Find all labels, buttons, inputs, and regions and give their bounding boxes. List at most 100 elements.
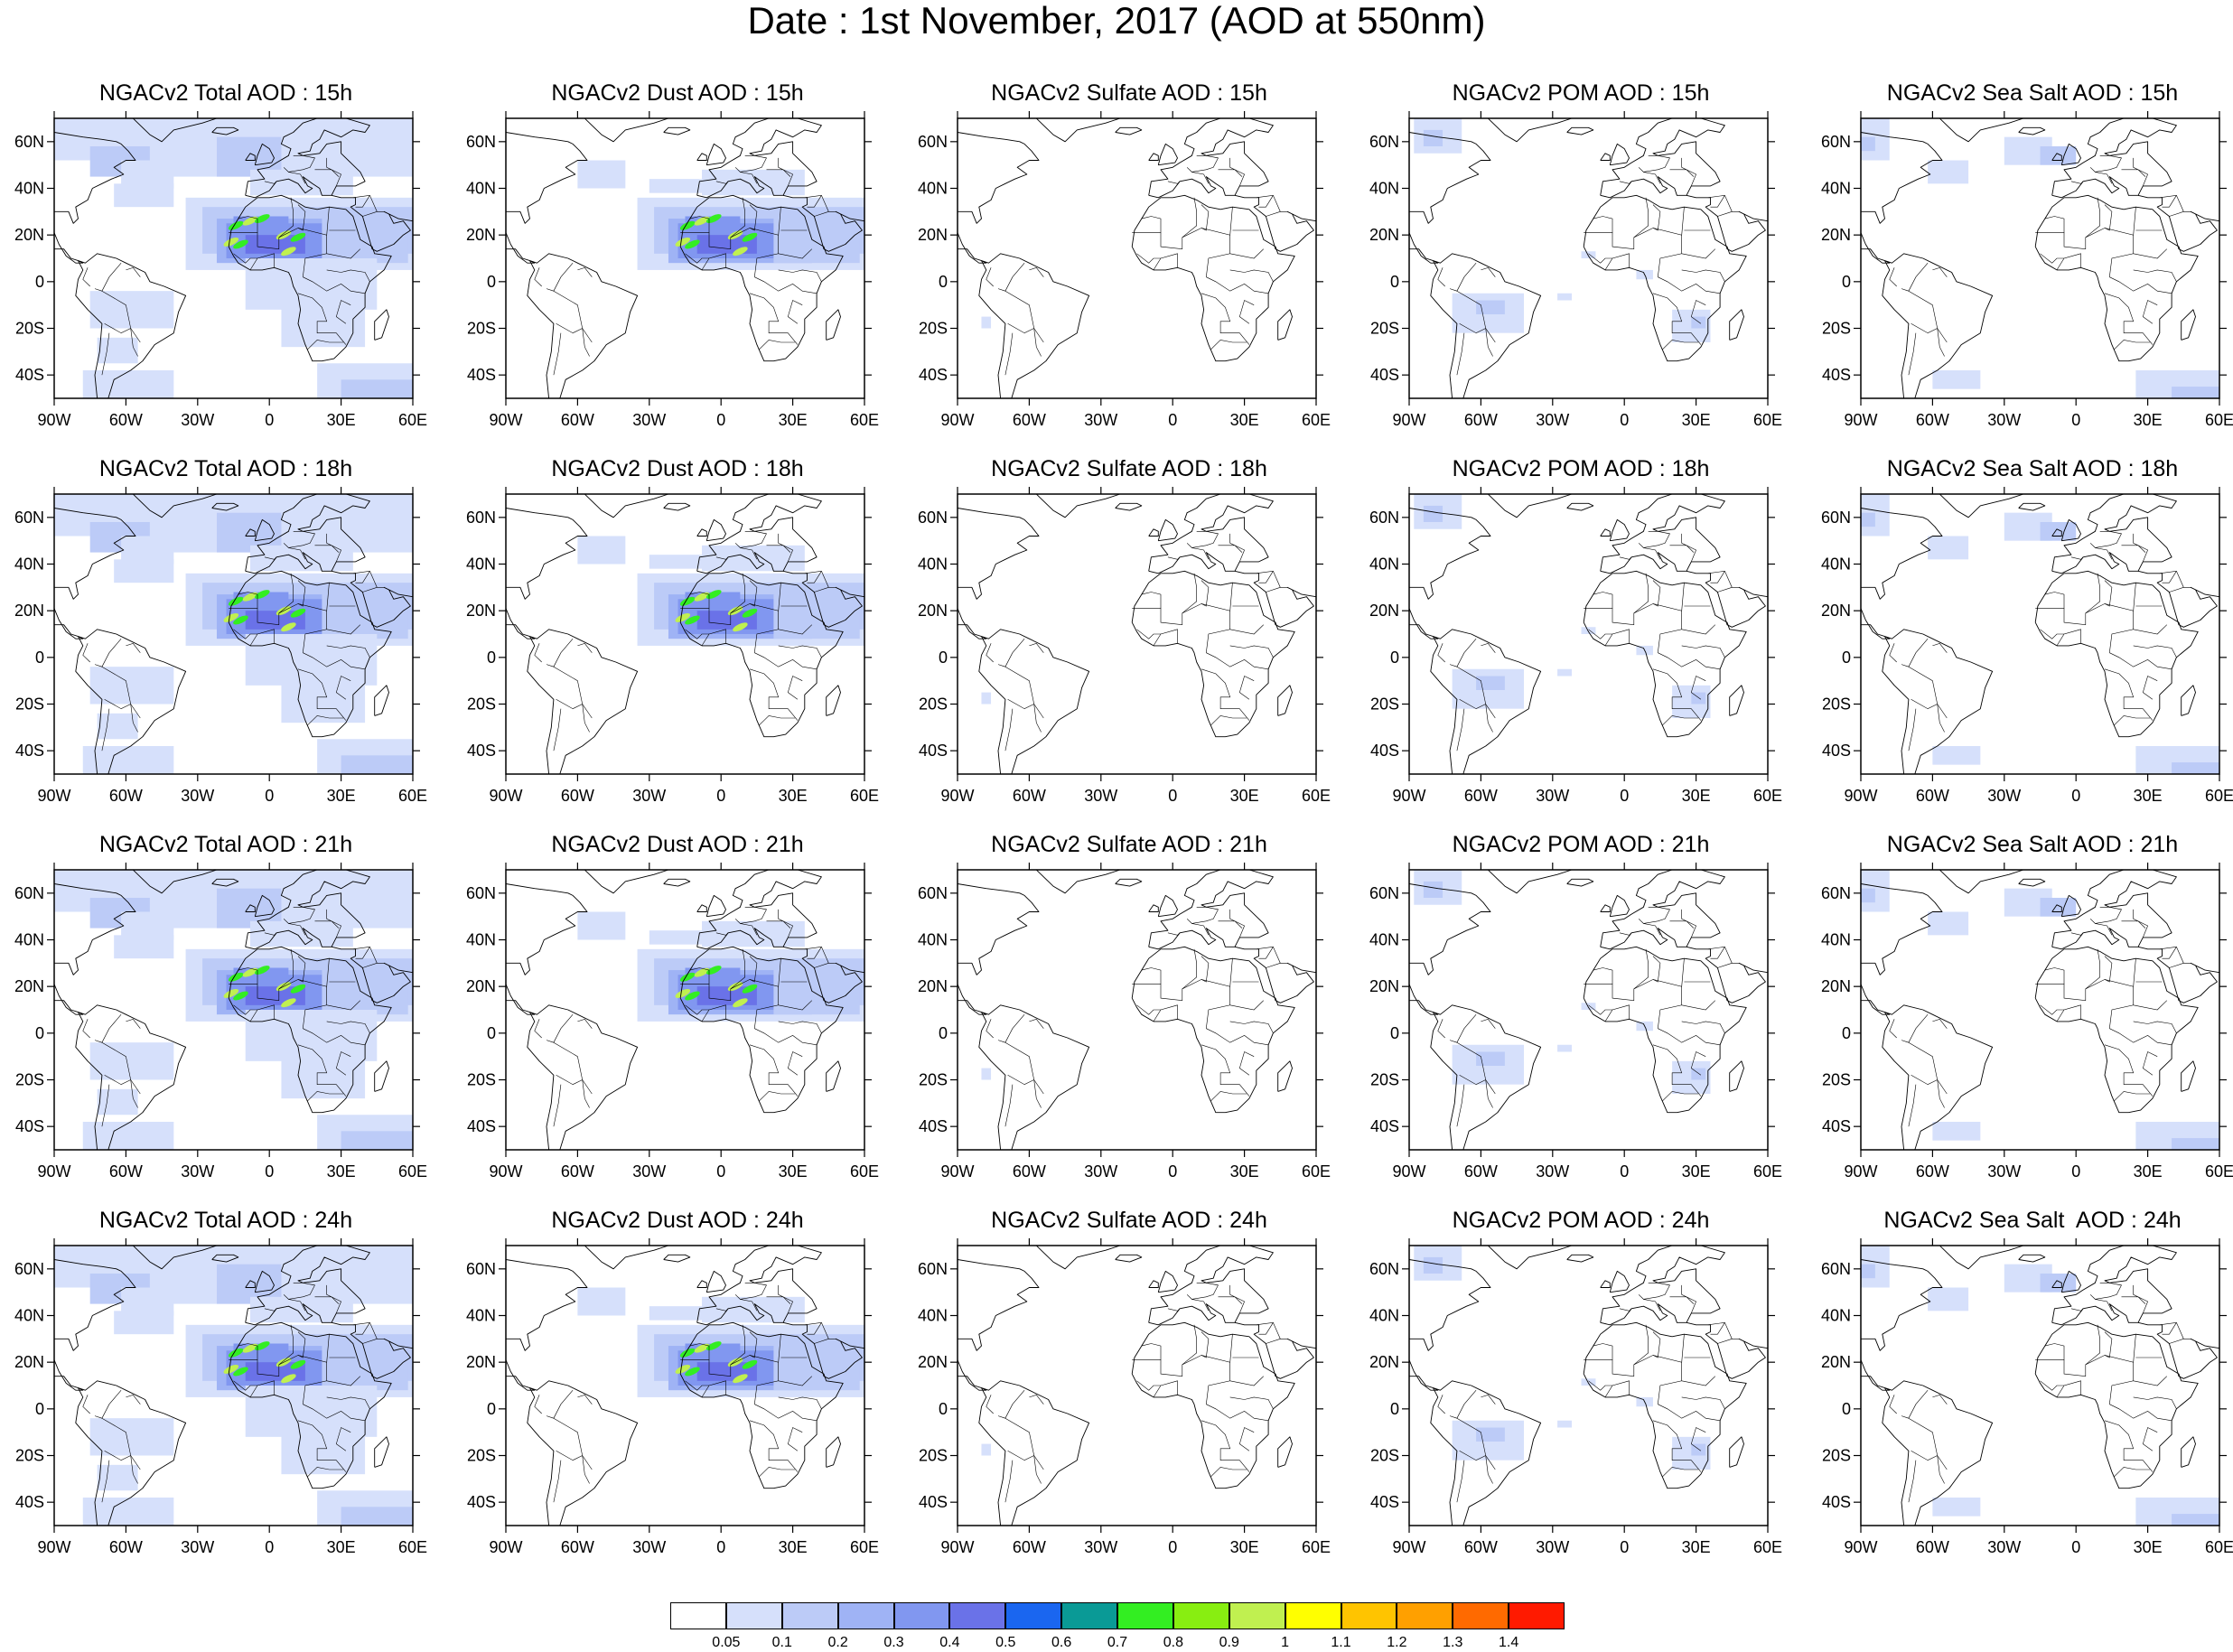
lon-tick-label: 60E	[398, 787, 427, 805]
lat-tick-label: 40S	[1822, 742, 1851, 760]
lon-tick-label: 90W	[489, 411, 522, 429]
lon-tick-label: 60E	[398, 1538, 427, 1556]
colorbar-swatch	[1341, 1602, 1397, 1629]
lon-tick-label: 30W	[1084, 787, 1117, 805]
lon-tick-label: 30E	[2134, 1162, 2163, 1181]
map-panel: NGACv2 Total AOD : 18h 60N 40N 20N 0 20S 40S 90…	[0, 455, 452, 817]
map-frame	[1860, 869, 2220, 1151]
lon-tick-label: 0	[1168, 411, 1177, 429]
lon-tick-label: 60W	[1013, 1162, 1046, 1181]
lon-tick-label: 60E	[2205, 411, 2233, 429]
lat-tick-label: 40N	[14, 180, 44, 198]
aod-field	[577, 536, 864, 646]
lat-tick-label: 20S	[1370, 1447, 1399, 1465]
lon-tick-label: 90W	[1392, 411, 1425, 429]
panel-title: NGACv2 Dust AOD : 24h	[551, 1208, 804, 1233]
map-frame	[505, 1245, 865, 1526]
lon-tick-label: 0	[1620, 411, 1629, 429]
coastlines	[958, 494, 1316, 774]
country-borders	[82, 531, 385, 751]
aod-map: 60N 40N 20N 0 20S 40S 90W 60W 30W 0 30E 60E	[1821, 1238, 2233, 1556]
lat-tick-label: 60N	[918, 884, 948, 902]
lat-tick-label: 0	[487, 1024, 496, 1042]
lat-tick-label: 0	[35, 1400, 44, 1418]
panel-title: NGACv2 POM AOD : 21h	[1452, 832, 1710, 857]
lat-tick-label: 20N	[1369, 977, 1399, 995]
lat-tick-label: 60N	[1369, 509, 1399, 527]
lon-tick-label: 90W	[1844, 1538, 1877, 1556]
lat-tick-label: 20S	[1822, 320, 1851, 338]
lat-tick-label: 0	[939, 1024, 948, 1042]
lon-tick-label: 60W	[1013, 787, 1046, 805]
colorbar-label: 0.9	[1219, 1635, 1239, 1650]
lat-tick-label: 40S	[919, 1117, 948, 1135]
colorbar-label: 1.2	[1387, 1635, 1407, 1650]
lat-tick-label: 0	[35, 273, 44, 291]
lat-tick-label: 40S	[1370, 742, 1399, 760]
lat-tick-label: 0	[939, 1400, 948, 1418]
lat-tick-label: 40S	[467, 1117, 496, 1135]
panel-title: NGACv2 Total AOD : 21h	[98, 832, 353, 857]
lat-tick-label: 60N	[466, 133, 496, 151]
lon-tick-label: 30W	[181, 411, 214, 429]
lon-tick-label: 60W	[1013, 411, 1046, 429]
map-frame	[957, 869, 1317, 1151]
lat-tick-label: 40N	[1821, 1307, 1851, 1325]
coastlines	[54, 494, 413, 774]
lat-tick-label: 20N	[1821, 1353, 1851, 1371]
lon-tick-label: 30W	[1084, 1538, 1117, 1556]
country-borders	[1437, 907, 1740, 1127]
lon-tick-label: 60W	[1916, 1162, 1949, 1181]
country-borders	[1889, 907, 2191, 1127]
lat-tick-label: 0	[1390, 1024, 1399, 1042]
lon-tick-label: 60W	[109, 1538, 143, 1556]
lat-tick-label: 40N	[1821, 931, 1851, 949]
figure-title: Date : 1st November, 2017 (AOD at 550nm)	[747, 0, 1486, 42]
country-borders	[82, 1283, 385, 1503]
lat-tick-label: 40S	[919, 742, 948, 760]
lon-tick-label: 60W	[1013, 1538, 1046, 1556]
coastlines	[1861, 118, 2219, 398]
lon-tick-label: 60E	[398, 1162, 427, 1181]
lon-tick-label: 60E	[2205, 1162, 2233, 1181]
lon-tick-label: 0	[2071, 1538, 2080, 1556]
lat-tick-label: 60N	[14, 133, 44, 151]
map-frame	[957, 1245, 1317, 1526]
colorbar-swatch	[1285, 1602, 1341, 1629]
lat-tick-label: 20S	[467, 1071, 496, 1089]
map-panel: NGACv2 POM AOD : 21h 60N 40N 20N 0 20S 40S 90W 6…	[1355, 831, 1807, 1192]
lon-tick-label: 0	[1620, 1162, 1629, 1181]
lon-tick-label: 0	[1620, 1538, 1629, 1556]
lon-tick-label: 90W	[489, 1162, 522, 1181]
lat-tick-label: 20N	[1821, 226, 1851, 244]
lat-tick-label: 20S	[15, 1071, 44, 1089]
colorbar-swatch	[1173, 1602, 1229, 1629]
colorbar-label: 0.3	[883, 1635, 904, 1650]
coastlines	[958, 870, 1316, 1150]
lon-tick-label: 0	[716, 787, 725, 805]
map-panel: NGACv2 POM AOD : 24h 60N 40N 20N 0 20S 40S 90W 6…	[1355, 1207, 1807, 1568]
lon-tick-label: 0	[265, 787, 274, 805]
lat-tick-label: 20S	[1370, 695, 1399, 714]
lat-tick-label: 40N	[1369, 931, 1399, 949]
coastlines	[54, 870, 413, 1150]
aod-map: 60N 40N 20N 0 20S 40S 90W 60W 30W 0 30E 60E	[1369, 1238, 1782, 1556]
country-borders	[1437, 155, 1740, 376]
coastlines	[506, 1246, 864, 1526]
lat-tick-label: 40S	[1822, 1117, 1851, 1135]
country-borders	[1437, 1283, 1740, 1503]
aod-field	[1861, 870, 2219, 1150]
aod-field	[981, 692, 992, 705]
map-panel: NGACv2 Dust AOD : 15h 60N 40N 20N 0 20S 40S 90W…	[452, 79, 903, 441]
panel-title: NGACv2 Total AOD : 15h	[98, 80, 353, 106]
lat-tick-label: 60N	[466, 884, 496, 902]
lon-tick-label: 90W	[940, 411, 974, 429]
lat-tick-label: 20N	[918, 602, 948, 620]
map-frame	[505, 493, 865, 775]
lat-tick-label: 0	[1390, 1400, 1399, 1418]
lon-tick-label: 60E	[1753, 1162, 1782, 1181]
colorbar-label: 0.8	[1163, 1635, 1183, 1650]
colorbar-label: 0.6	[1051, 1635, 1072, 1650]
aod-map: 60N 40N 20N 0 20S 40S 90W 60W 30W 0 30E 60E	[918, 863, 1331, 1181]
lon-tick-label: 30E	[779, 787, 808, 805]
